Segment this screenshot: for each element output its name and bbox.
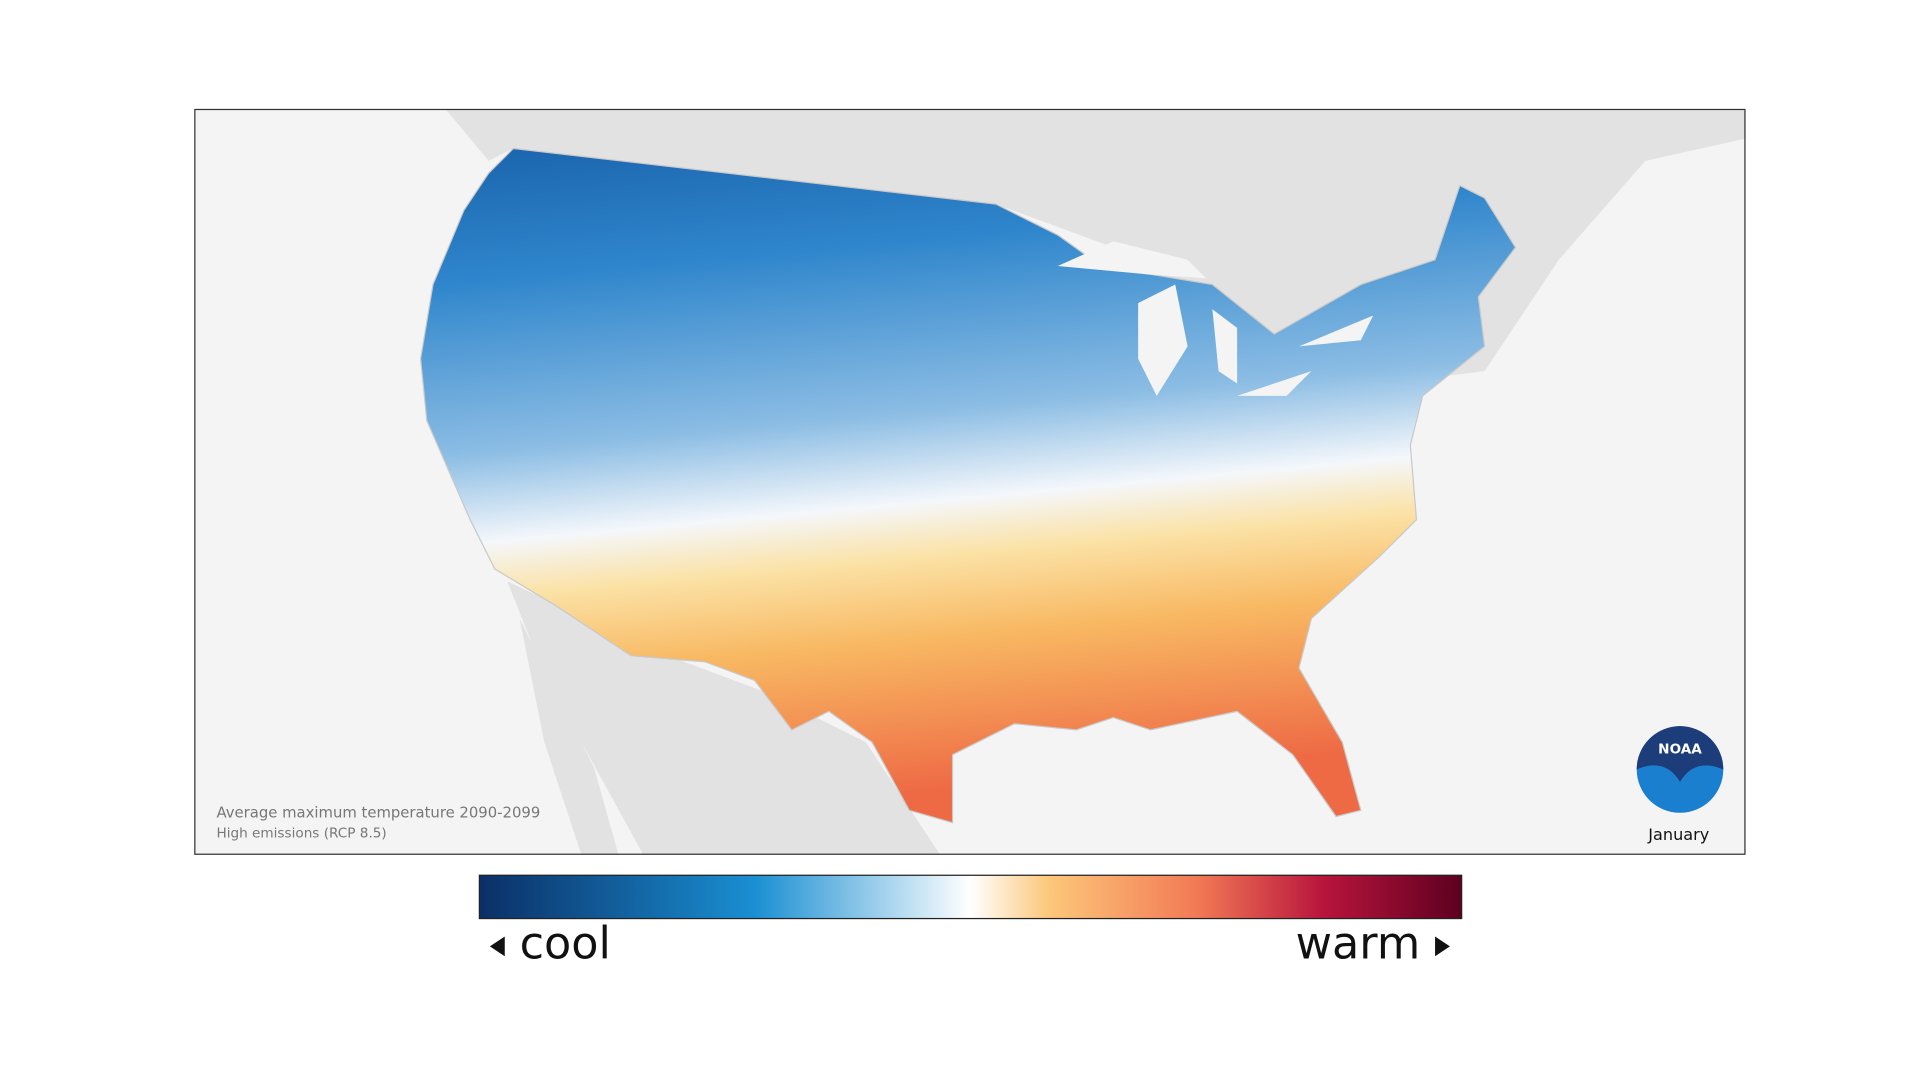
caption-title: Average maximum temperature 2090-2099 bbox=[216, 805, 540, 822]
caption-subtitle: High emissions (RCP 8.5) bbox=[216, 826, 386, 842]
legend-low: cool bbox=[520, 918, 611, 970]
legend-high: warm bbox=[1296, 918, 1421, 970]
month-label: January bbox=[1647, 825, 1709, 844]
map-frame bbox=[194, 108, 1746, 855]
logo-text: NOAA bbox=[1658, 741, 1702, 757]
color-bar bbox=[478, 874, 1463, 920]
arrow-left bbox=[489, 936, 505, 957]
map: Average maximum temperature 2090-2099 Hi… bbox=[194, 108, 1746, 855]
great-lakes bbox=[1057, 241, 1374, 396]
mexico bbox=[507, 581, 941, 855]
arrow-right bbox=[1435, 936, 1450, 957]
noaa-logo: NOAA bbox=[1636, 726, 1724, 813]
us-temperature bbox=[419, 147, 1517, 824]
